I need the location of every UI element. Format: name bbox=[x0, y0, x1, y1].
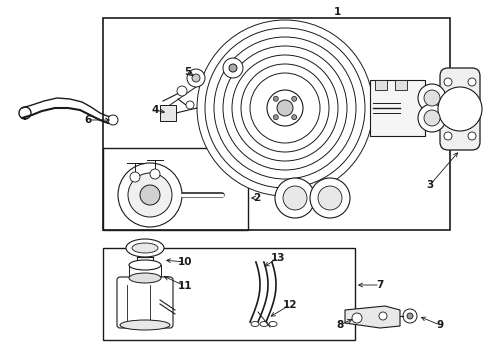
Circle shape bbox=[467, 78, 475, 86]
Ellipse shape bbox=[120, 320, 170, 330]
Text: 9: 9 bbox=[436, 320, 443, 330]
Circle shape bbox=[185, 101, 194, 109]
Ellipse shape bbox=[250, 321, 259, 327]
Bar bbox=[103, 18, 449, 230]
Ellipse shape bbox=[241, 64, 328, 152]
Text: 11: 11 bbox=[177, 281, 192, 291]
Circle shape bbox=[291, 115, 296, 120]
Ellipse shape bbox=[132, 243, 158, 253]
Circle shape bbox=[108, 115, 118, 125]
Bar bbox=[103, 248, 354, 340]
Circle shape bbox=[402, 309, 416, 323]
Bar bbox=[369, 80, 424, 136]
Text: 8: 8 bbox=[336, 320, 343, 330]
Circle shape bbox=[274, 178, 314, 218]
Ellipse shape bbox=[260, 321, 267, 327]
Circle shape bbox=[467, 132, 475, 140]
Text: 7: 7 bbox=[376, 280, 383, 290]
FancyBboxPatch shape bbox=[117, 277, 173, 328]
Text: 1: 1 bbox=[333, 7, 340, 17]
Bar bbox=[103, 148, 247, 230]
Ellipse shape bbox=[214, 37, 355, 179]
Circle shape bbox=[276, 100, 292, 116]
Circle shape bbox=[417, 84, 445, 112]
FancyBboxPatch shape bbox=[439, 68, 479, 150]
Circle shape bbox=[423, 110, 439, 126]
Circle shape bbox=[140, 185, 160, 205]
Ellipse shape bbox=[249, 73, 319, 143]
Circle shape bbox=[186, 69, 204, 87]
Circle shape bbox=[283, 186, 306, 210]
Text: 5: 5 bbox=[184, 67, 191, 77]
Ellipse shape bbox=[197, 20, 372, 196]
Circle shape bbox=[406, 313, 412, 319]
Text: 10: 10 bbox=[177, 257, 192, 267]
Text: 3: 3 bbox=[426, 180, 433, 190]
Bar bbox=[160, 105, 176, 121]
Circle shape bbox=[443, 132, 451, 140]
Circle shape bbox=[423, 90, 439, 106]
Circle shape bbox=[228, 64, 237, 72]
Circle shape bbox=[150, 169, 160, 179]
Circle shape bbox=[291, 96, 296, 101]
Ellipse shape bbox=[204, 28, 364, 188]
Circle shape bbox=[378, 312, 386, 320]
Ellipse shape bbox=[268, 321, 276, 327]
Text: 13: 13 bbox=[270, 253, 285, 263]
Ellipse shape bbox=[126, 239, 163, 257]
Text: 2: 2 bbox=[253, 193, 260, 203]
Circle shape bbox=[223, 58, 243, 78]
Ellipse shape bbox=[223, 46, 346, 170]
Circle shape bbox=[417, 104, 445, 132]
Bar bbox=[394, 80, 406, 90]
Polygon shape bbox=[345, 306, 399, 328]
Bar bbox=[129, 265, 161, 278]
Circle shape bbox=[130, 172, 140, 182]
Circle shape bbox=[273, 96, 278, 101]
Circle shape bbox=[192, 74, 200, 82]
Ellipse shape bbox=[231, 55, 337, 161]
Circle shape bbox=[309, 178, 349, 218]
Text: 4: 4 bbox=[151, 105, 159, 115]
Circle shape bbox=[118, 163, 182, 227]
Ellipse shape bbox=[129, 273, 161, 283]
Circle shape bbox=[266, 90, 303, 126]
Circle shape bbox=[317, 186, 341, 210]
Ellipse shape bbox=[129, 260, 161, 270]
Circle shape bbox=[351, 313, 361, 323]
Circle shape bbox=[273, 115, 278, 120]
Circle shape bbox=[443, 78, 451, 86]
Circle shape bbox=[437, 87, 481, 131]
Bar bbox=[374, 80, 386, 90]
Circle shape bbox=[128, 173, 172, 217]
Circle shape bbox=[177, 86, 186, 96]
Text: 6: 6 bbox=[84, 115, 91, 125]
Text: 12: 12 bbox=[282, 300, 297, 310]
